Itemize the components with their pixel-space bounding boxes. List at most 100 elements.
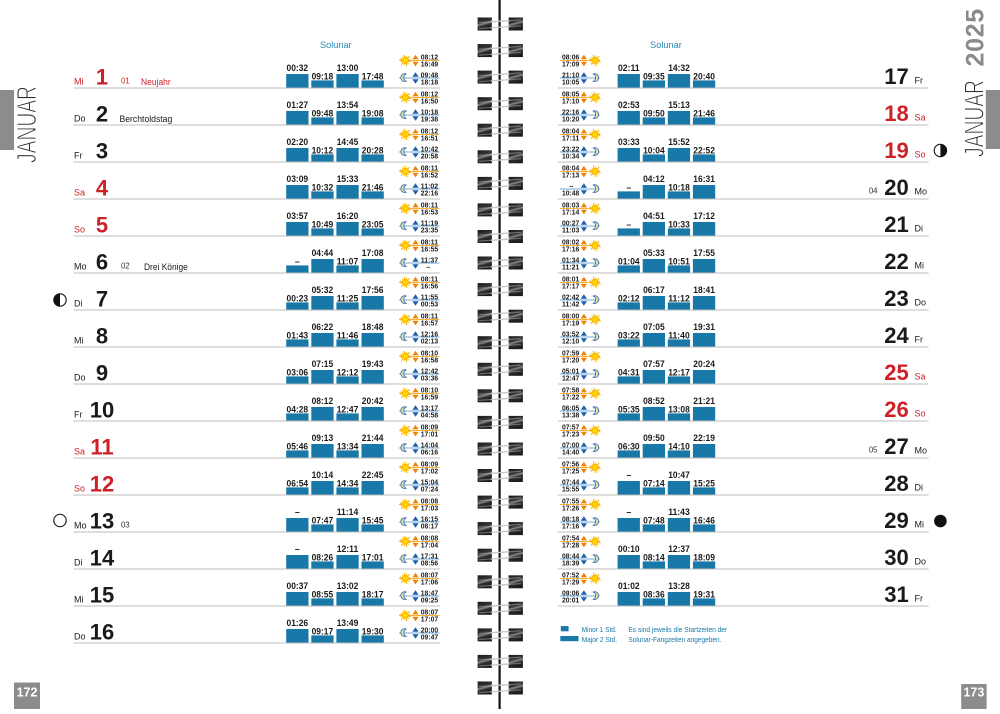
svg-text:17:26: 17:26 (562, 504, 579, 513)
svg-text:03:09: 03:09 (287, 174, 309, 184)
svg-text:18: 18 (884, 101, 908, 126)
svg-text:17:55: 17:55 (693, 248, 715, 258)
svg-text:So: So (915, 150, 926, 160)
svg-text:12: 12 (90, 472, 114, 497)
svg-text:19:31: 19:31 (693, 322, 715, 332)
svg-text:Solunar: Solunar (650, 40, 682, 50)
svg-text:16:57: 16:57 (421, 319, 438, 328)
svg-text:19:38: 19:38 (421, 115, 438, 124)
svg-text:16:58: 16:58 (421, 356, 438, 365)
svg-text:17:19: 17:19 (562, 319, 579, 328)
svg-text:02:20: 02:20 (287, 137, 309, 147)
svg-text:15:45: 15:45 (362, 516, 384, 526)
svg-text:16:20: 16:20 (337, 211, 359, 221)
svg-text:–: – (626, 220, 631, 230)
svg-text:11:12: 11:12 (668, 294, 690, 304)
svg-text:15: 15 (90, 583, 114, 608)
svg-text:22:52: 22:52 (693, 146, 715, 156)
svg-text:21: 21 (884, 212, 908, 237)
svg-text:17:09: 17:09 (562, 60, 579, 69)
svg-text:27: 27 (884, 434, 908, 459)
svg-text:14:40: 14:40 (562, 448, 579, 457)
svg-text:17:16: 17:16 (562, 522, 579, 531)
svg-text:10:48: 10:48 (562, 189, 579, 198)
svg-text:18:39: 18:39 (562, 559, 579, 568)
svg-text:01:26: 01:26 (287, 618, 309, 628)
svg-text:1: 1 (96, 65, 108, 90)
svg-text:16:56: 16:56 (421, 282, 438, 291)
svg-text:Mi: Mi (74, 595, 84, 605)
svg-text:10:47: 10:47 (668, 470, 690, 480)
svg-text:17:23: 17:23 (562, 430, 579, 439)
svg-text:Es sind jeweils die Startzeite: Es sind jeweils die Startzeiten der (628, 625, 727, 634)
svg-text:12:17: 12:17 (668, 368, 690, 378)
svg-text:17:25: 17:25 (562, 467, 579, 476)
svg-text:10:51: 10:51 (668, 257, 690, 267)
svg-text:17:29: 17:29 (562, 578, 579, 587)
svg-text:13:00: 13:00 (337, 63, 359, 73)
svg-text:22:19: 22:19 (693, 433, 715, 443)
svg-text:JANUAR: JANUAR (960, 80, 990, 157)
svg-text:05:46: 05:46 (287, 442, 309, 452)
svg-text:20:40: 20:40 (693, 72, 715, 82)
svg-text:07:57: 07:57 (643, 359, 665, 369)
svg-text:17:12: 17:12 (693, 211, 715, 221)
svg-text:3: 3 (96, 139, 108, 164)
svg-text:21:44: 21:44 (362, 433, 384, 443)
svg-text:16:52: 16:52 (421, 171, 438, 180)
svg-text:11:46: 11:46 (337, 331, 359, 341)
svg-text:17:22: 17:22 (562, 393, 579, 402)
svg-text:18:41: 18:41 (693, 285, 715, 295)
svg-text:20:24: 20:24 (693, 359, 715, 369)
svg-text:23: 23 (884, 286, 908, 311)
svg-text:10:49: 10:49 (312, 220, 334, 230)
svg-text:15:25: 15:25 (693, 479, 715, 489)
svg-text:26: 26 (884, 397, 908, 422)
svg-text:08:12: 08:12 (312, 396, 334, 406)
svg-text:12:47: 12:47 (337, 405, 359, 415)
svg-text:02:12: 02:12 (618, 294, 640, 304)
svg-text:17:11: 17:11 (562, 134, 579, 143)
svg-text:12:10: 12:10 (562, 337, 579, 346)
svg-text:14:10: 14:10 (668, 442, 690, 452)
svg-text:10:33: 10:33 (668, 220, 690, 230)
svg-text:07:24: 07:24 (421, 485, 438, 494)
svg-text:05:35: 05:35 (618, 405, 640, 415)
svg-text:08:52: 08:52 (643, 396, 665, 406)
svg-text:17:04: 17:04 (421, 541, 438, 550)
svg-text:06:17: 06:17 (643, 285, 665, 295)
svg-text:13:38: 13:38 (562, 411, 579, 420)
svg-text:17:13: 17:13 (562, 171, 579, 180)
svg-text:18:09: 18:09 (693, 553, 715, 563)
svg-text:22:16: 22:16 (421, 189, 438, 198)
svg-text:Neujahr: Neujahr (141, 77, 171, 87)
svg-text:8: 8 (96, 324, 108, 349)
svg-text:17:08: 17:08 (362, 248, 384, 258)
svg-text:11:14: 11:14 (337, 507, 359, 517)
svg-text:12:47: 12:47 (562, 374, 579, 383)
svg-text:13:34: 13:34 (337, 442, 359, 452)
svg-text:4: 4 (96, 176, 109, 201)
svg-text:172: 172 (17, 685, 38, 699)
svg-text:So: So (915, 409, 926, 419)
svg-text:19:08: 19:08 (362, 109, 384, 119)
svg-text:2025: 2025 (962, 8, 990, 66)
svg-text:03:36: 03:36 (421, 374, 438, 383)
svg-text:10:04: 10:04 (643, 146, 665, 156)
svg-text:08:26: 08:26 (312, 553, 334, 563)
svg-text:02:13: 02:13 (421, 337, 438, 346)
svg-text:11:40: 11:40 (668, 331, 690, 341)
svg-text:17:48: 17:48 (362, 72, 384, 82)
svg-text:19: 19 (884, 138, 908, 163)
svg-text:11:07: 11:07 (337, 257, 359, 267)
svg-text:9: 9 (96, 361, 108, 386)
svg-text:10:14: 10:14 (312, 470, 334, 480)
svg-text:07:48: 07:48 (643, 516, 665, 526)
svg-text:17:10: 17:10 (562, 97, 579, 106)
svg-text:16:31: 16:31 (693, 174, 715, 184)
svg-text:01: 01 (121, 77, 130, 86)
svg-text:09:13: 09:13 (312, 433, 334, 443)
svg-text:15:55: 15:55 (562, 485, 579, 494)
svg-text:17:28: 17:28 (562, 541, 579, 550)
svg-text:Sa: Sa (74, 188, 85, 198)
